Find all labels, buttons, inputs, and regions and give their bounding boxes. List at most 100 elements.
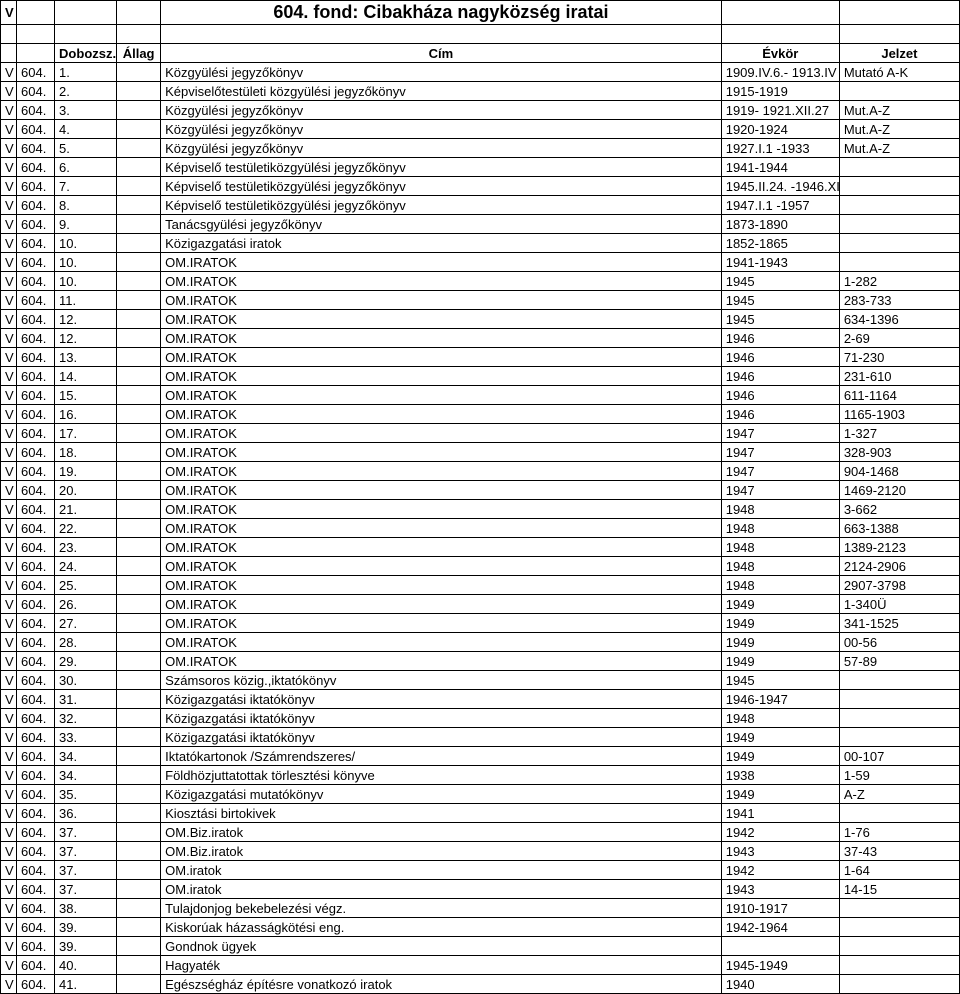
cell-fond (17, 1, 55, 25)
cell-jelzet: 00-107 (839, 747, 959, 766)
table-row: V604.1.Közgyülési jegyzőkönyv1909.IV.6.-… (1, 63, 960, 82)
cell-cim: OM.IRATOK (161, 500, 722, 519)
cell-cim: OM.IRATOK (161, 405, 722, 424)
cell-doboz: 12. (55, 310, 117, 329)
cell-ev: 1946-1947 (721, 690, 839, 709)
cell-allag (117, 538, 161, 557)
cell-cim: OM.IRATOK (161, 424, 722, 443)
cell-v: V (1, 918, 17, 937)
cell-allag (117, 63, 161, 82)
cell-jelzet: 283-733 (839, 291, 959, 310)
cell-fond: 604. (17, 538, 55, 557)
cell-jelzet (839, 899, 959, 918)
table-row: V604.27.OM.IRATOK1949341-1525 (1, 614, 960, 633)
table-row: V604.24.OM.IRATOK19482124-2906 (1, 557, 960, 576)
cell-cim: OM.IRATOK (161, 652, 722, 671)
cell-cim: OM.IRATOK (161, 614, 722, 633)
table-row: V604.9.Tanácsgyülési jegyzőkönyv1873-189… (1, 215, 960, 234)
cell-allag (117, 880, 161, 899)
cell-ev: 1947 (721, 462, 839, 481)
cell-cim: Közgyülési jegyzőkönyv (161, 63, 722, 82)
cell-allag (117, 424, 161, 443)
table-row: V604.12.OM.IRATOK19462-69 (1, 329, 960, 348)
cell-jelzet (839, 956, 959, 975)
cell-cim: Közigazgatási iratok (161, 234, 722, 253)
cell-ev: 1915-1919 (721, 82, 839, 101)
cell-allag (117, 215, 161, 234)
cell-doboz: 22. (55, 519, 117, 538)
cell-ev: 1940 (721, 975, 839, 994)
cell-doboz: 41. (55, 975, 117, 994)
cell-ev: 1949 (721, 728, 839, 747)
cell-doboz: 26. (55, 595, 117, 614)
cell-fond: 604. (17, 956, 55, 975)
cell-v: V (1, 766, 17, 785)
cell-allag (117, 443, 161, 462)
table-row: V604.37.OM.iratok194314-15 (1, 880, 960, 899)
cell-fond: 604. (17, 424, 55, 443)
cell-v: V (1, 633, 17, 652)
cell-doboz: 38. (55, 899, 117, 918)
cell-v: V (1, 253, 17, 272)
table-row: V604.39.Gondnok ügyek (1, 937, 960, 956)
cell-v: V (1, 405, 17, 424)
cell-jelzet: 37-43 (839, 842, 959, 861)
cell-cim: OM.IRATOK (161, 538, 722, 557)
cell-v: V (1, 880, 17, 899)
cell-v: V (1, 956, 17, 975)
cell-v: V (1, 538, 17, 557)
cell-v: V (1, 595, 17, 614)
spreadsheet-table: V604. fond: Cibakháza nagyközség irataiD… (0, 0, 960, 994)
cell-ev: 1943 (721, 842, 839, 861)
cell-allag (117, 671, 161, 690)
archive-table: V604. fond: Cibakháza nagyközség irataiD… (0, 0, 960, 994)
cell-v: V (1, 139, 17, 158)
table-row: V604.14.OM.IRATOK1946231-610 (1, 367, 960, 386)
cell-doboz: 37. (55, 823, 117, 842)
cell-cim: Közgyülési jegyzőkönyv (161, 139, 722, 158)
cell-cim: Képviselő testületiközgyülési jegyzőköny… (161, 196, 722, 215)
cell-fond: 604. (17, 899, 55, 918)
cell-fond: 604. (17, 367, 55, 386)
cell-ev: 1948 (721, 709, 839, 728)
table-row: V604.37.OM.iratok19421-64 (1, 861, 960, 880)
cell-allag (117, 766, 161, 785)
cell-allag (117, 519, 161, 538)
cell-jelzet (839, 728, 959, 747)
cell-cim: OM.IRATOK (161, 481, 722, 500)
cell-jelzet (839, 82, 959, 101)
cell-allag (117, 842, 161, 861)
cell-v: V (1, 82, 17, 101)
cell-doboz: 10. (55, 253, 117, 272)
cell-jelzet (839, 253, 959, 272)
cell-ev: 1948 (721, 576, 839, 595)
cell-ev: 1852-1865 (721, 234, 839, 253)
cell-fond: 604. (17, 329, 55, 348)
cell-allag (117, 747, 161, 766)
cell-jelzet (839, 196, 959, 215)
cell-empty (55, 25, 117, 44)
cell-ev: 1927.I.1 -1933 (721, 139, 839, 158)
cell-v: V (1, 424, 17, 443)
cell-v: V (1, 234, 17, 253)
cell-fond: 604. (17, 804, 55, 823)
hdr-doboz: Dobozsz. (55, 44, 117, 63)
table-row: V604.18.OM.IRATOK1947328-903 (1, 443, 960, 462)
table-row: V604.10.OM.IRATOK1941-1943 (1, 253, 960, 272)
cell-doboz: 6. (55, 158, 117, 177)
cell-doboz: 3. (55, 101, 117, 120)
cell-allag (117, 595, 161, 614)
cell-v: V (1, 196, 17, 215)
table-row: V604.10.Közigazgatási iratok1852-1865 (1, 234, 960, 253)
cell-cim: Közgyülési jegyzőkönyv (161, 101, 722, 120)
cell-fond: 604. (17, 272, 55, 291)
cell-v: V (1, 804, 17, 823)
cell-doboz: 36. (55, 804, 117, 823)
cell-v: V (1, 443, 17, 462)
cell-jelzet: 00-56 (839, 633, 959, 652)
cell-allag (117, 348, 161, 367)
cell-fond: 604. (17, 481, 55, 500)
table-row: V604.7.Képviselő testületiközgyülési jeg… (1, 177, 960, 196)
cell-fond: 604. (17, 614, 55, 633)
cell-v: V (1, 899, 17, 918)
